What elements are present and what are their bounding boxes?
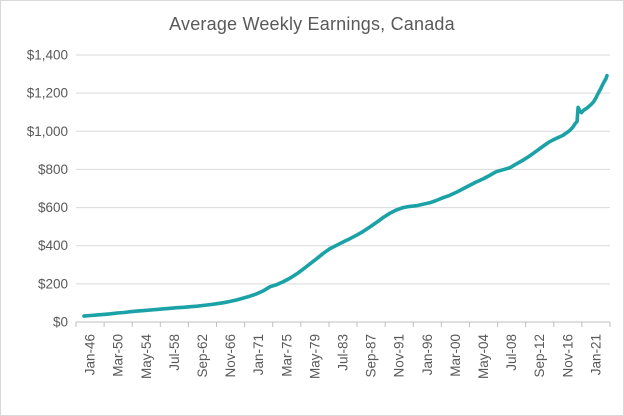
x-axis-label: Jan-96: [420, 334, 435, 375]
x-axis-label: Jul-58: [167, 334, 182, 371]
x-axis-label: Jan-46: [83, 334, 98, 375]
y-axis-label: $0: [53, 315, 68, 330]
x-axis-label: Jan-21: [588, 334, 603, 375]
x-axis-label: Mar-50: [111, 334, 126, 377]
y-axis-label: $1,400: [27, 48, 68, 63]
y-axis-label: $1,000: [27, 124, 68, 139]
x-axis-label: Nov-91: [392, 334, 407, 378]
x-axis-label: Jul-08: [504, 334, 519, 371]
x-axis-label: Jan-71: [251, 334, 266, 375]
x-axis-label: Mar-75: [279, 334, 294, 377]
x-axis-label: Sep-62: [195, 334, 210, 378]
chart-title: Average Weekly Earnings, Canada: [169, 14, 455, 34]
x-axis-label: May-54: [139, 334, 154, 380]
x-axis-label: Sep-87: [364, 334, 379, 378]
y-axis-label: $600: [38, 200, 68, 215]
x-axis-label: Mar-00: [448, 334, 463, 377]
x-axis-label: Jul-83: [336, 334, 351, 371]
x-axis-label: May-04: [476, 334, 491, 380]
x-axis-label: Nov-16: [560, 334, 575, 378]
x-axis-label: Sep-12: [532, 334, 547, 378]
y-axis-label: $200: [38, 276, 68, 291]
y-axis-label: $400: [38, 238, 68, 253]
earnings-line-series: [82, 73, 609, 318]
y-axis-label: $800: [38, 162, 68, 177]
x-axis-label: May-79: [307, 334, 322, 379]
x-axis-label: Nov-66: [223, 334, 238, 378]
y-axis-label: $1,200: [27, 86, 68, 101]
